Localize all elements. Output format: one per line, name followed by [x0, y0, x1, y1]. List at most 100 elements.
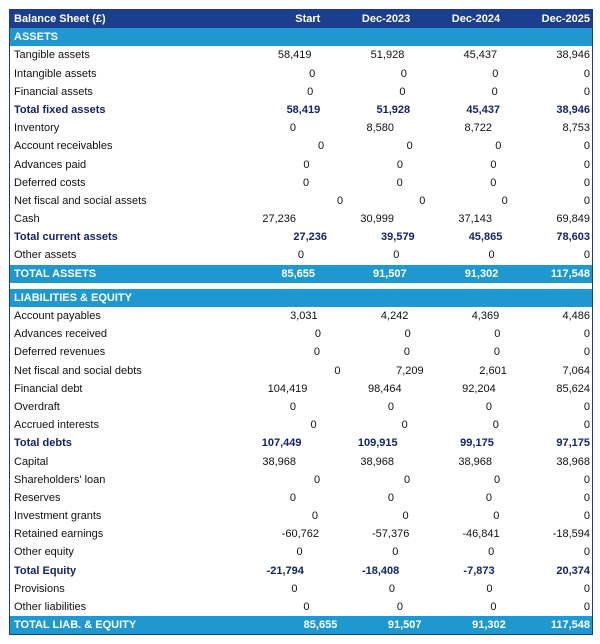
row-label: Reserves [14, 491, 61, 504]
cell-value: 0 [488, 249, 495, 262]
table-row: Net fiscal and social assets 0 0 0 0 [10, 192, 592, 210]
cell-value: 69,849 [556, 213, 590, 226]
table-title: Balance Sheet (£) [14, 13, 106, 25]
section-divider [10, 282, 592, 289]
row-label: Advances received [14, 328, 107, 341]
cell-value: 0 [583, 601, 590, 613]
grand-total-row: TOTAL ASSETS 85,655 91,507 91,302 117,548 [10, 264, 592, 283]
table-row: Financial assets 0 0 0 0 [10, 83, 592, 101]
cell-value: 0 [583, 546, 590, 559]
cell-value: 0 [310, 419, 317, 432]
cell-value: 20,374 [556, 564, 590, 577]
cell-value: 51,928 [376, 103, 411, 116]
row-label: Financial assets [14, 85, 93, 98]
cell-value: 58,419 [286, 103, 321, 116]
cell-value: 0 [493, 346, 500, 359]
row-label: Net fiscal and social debts [14, 364, 142, 377]
row-label: Deferred costs [14, 176, 86, 189]
cell-value: 0 [583, 140, 591, 153]
cell-value: 85,655 [303, 619, 338, 632]
cell-value: 0 [485, 400, 492, 413]
cell-value: 0 [583, 194, 590, 207]
row-label: Tangible assets [14, 49, 90, 62]
cell-value: 4,486 [562, 310, 591, 322]
cell-value: 0 [311, 510, 318, 523]
table-row: Advances received 0 0 0 0 [10, 325, 592, 343]
row-label: Financial debt [14, 382, 83, 395]
table-row: Tangible assets 58,419 51,928 45,437 38,946 [10, 46, 592, 64]
row-label: TOTAL LIAB. & EQUITY [14, 619, 137, 632]
cell-value: 0 [403, 473, 411, 486]
column-header-dec-2025: Dec-2025 [541, 13, 590, 25]
cell-value: 0 [396, 176, 403, 189]
cell-value: 45,437 [466, 103, 501, 116]
table-row: Accrued interests 0 0 0 0 [10, 416, 592, 434]
cell-value: 8,753 [562, 122, 590, 135]
cell-value: 117,548 [550, 267, 591, 280]
cell-value: 0 [492, 419, 499, 432]
table-row: Other assets 0 0 0 0 [10, 246, 592, 264]
row-label: Provisions [14, 582, 65, 595]
cell-value: 0 [490, 601, 497, 613]
cell-value: 45,437 [463, 49, 498, 62]
cell-value: 0 [399, 85, 406, 98]
row-label: Other assets [14, 249, 77, 262]
cell-value: 38,946 [556, 103, 590, 116]
cell-value: 39,579 [381, 231, 415, 244]
cell-value: 85,624 [556, 382, 590, 395]
cell-value: 27,236 [293, 231, 328, 244]
cell-value: 0 [302, 176, 310, 189]
subtotal-row: Total current assets 27,236 39,579 45,865 78… [10, 228, 592, 246]
cell-value: 0 [303, 158, 310, 171]
cell-value: 0 [583, 491, 590, 504]
section-header: LIABILITIES & EQUITY [10, 288, 592, 307]
subtotal-row: Total Equity -21,794 -18,408 -7,873 20,374 [10, 562, 592, 580]
cell-value: 45,865 [468, 231, 503, 244]
liabilities-section: LIABILITIES & EQUITY Account payables 3,03… [10, 288, 592, 635]
table-row: Other liabilities 0 0 0 0 [10, 598, 592, 616]
cell-value: 0 [583, 346, 590, 359]
cell-value: 0 [337, 194, 344, 207]
table-row: Cash 27,236 30,999 37,143 69,849 [10, 210, 592, 228]
cell-value: 0 [583, 582, 590, 595]
table-header-row: Balance Sheet (£) Start Dec-2023 Dec-202… [10, 10, 592, 29]
row-label: Intangible assets [14, 67, 97, 80]
cell-value: 0 [583, 158, 590, 171]
cell-value: 0 [291, 582, 298, 595]
cell-value: 0 [289, 491, 296, 504]
cell-value: 4,369 [471, 310, 500, 322]
cell-value: 0 [501, 194, 508, 207]
cell-value: 38,968 [262, 455, 296, 468]
table-row: Deferred revenues 0 0 0 0 [10, 343, 592, 361]
section-header: ASSETS [10, 28, 592, 47]
cell-value: 0 [583, 400, 590, 413]
cell-value: 7,064 [562, 364, 590, 377]
cell-value: 0 [583, 510, 591, 523]
row-label: Overdraft [14, 400, 60, 413]
row-label: Deferred revenues [14, 346, 106, 359]
table-row: Provisions 0 0 0 0 [10, 580, 592, 598]
row-label: Accrued interests [14, 419, 99, 432]
table-row: Account payables 3,031 4,242 4,369 4,486 [10, 307, 592, 325]
row-label: Total debts [14, 437, 72, 450]
cell-value: 0 [396, 158, 403, 171]
column-header-dec-2024: Dec-2024 [451, 13, 501, 25]
cell-value: 0 [400, 67, 407, 80]
cell-value: 78,603 [556, 231, 590, 244]
balance-sheet-table: Balance Sheet (£) Start Dec-2023 Dec-202… [9, 9, 593, 636]
cell-value: 117,548 [550, 619, 590, 632]
cell-value: 0 [334, 364, 341, 377]
table-row: Retained earnings -60,762 -57,376 -46,841 -1… [10, 525, 592, 543]
row-label: Shareholders' loan [14, 473, 106, 486]
table-row: Net fiscal and social debts 0 7,209 2,601 7,… [10, 362, 592, 380]
cell-value: 99,175 [460, 437, 494, 450]
table-row: Shareholders' loan 0 0 0 0 [10, 471, 592, 489]
column-header-dec-2023: Dec-2023 [361, 13, 411, 25]
row-label: Cash [14, 213, 40, 226]
cell-value: 0 [396, 601, 403, 613]
cell-value: 0 [393, 249, 400, 262]
cell-value: 0 [419, 194, 426, 207]
cell-value: 37,143 [458, 213, 492, 226]
table-row: Overdraft 0 0 0 0 [10, 398, 592, 416]
cell-value: 0 [314, 328, 322, 341]
